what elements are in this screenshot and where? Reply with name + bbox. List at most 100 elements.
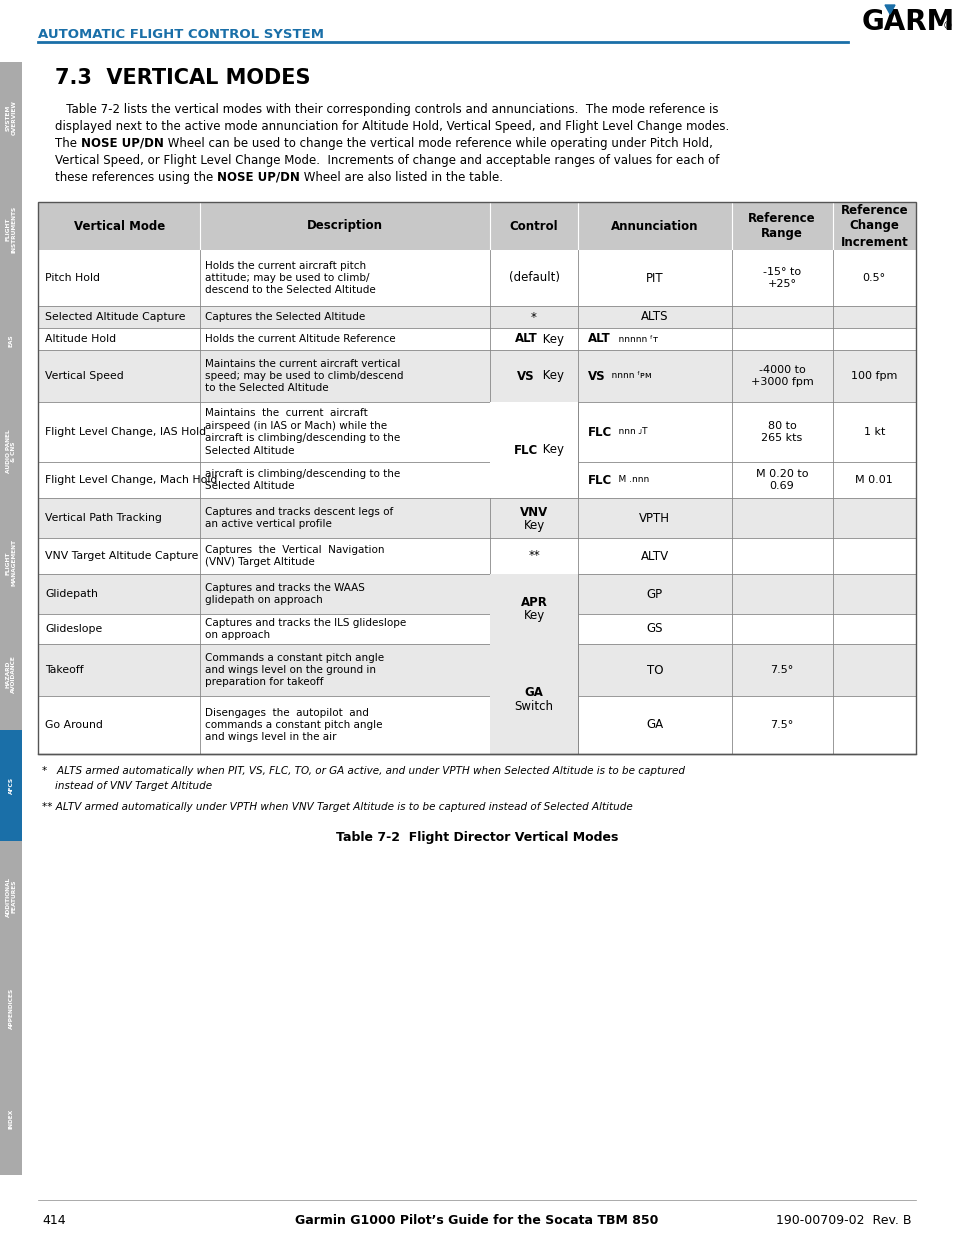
Bar bbox=[38, 249, 915, 306]
Text: VNV: VNV bbox=[519, 505, 548, 519]
Text: Captures and tracks the ILS glideslope
on approach: Captures and tracks the ILS glideslope o… bbox=[205, 618, 406, 640]
Text: -15° to
+25°: -15° to +25° bbox=[762, 267, 801, 289]
Bar bbox=[490, 574, 578, 643]
Text: Glidepath: Glidepath bbox=[45, 589, 98, 599]
Text: -4000 to
+3000 fpm: -4000 to +3000 fpm bbox=[750, 366, 813, 387]
Text: VPTH: VPTH bbox=[639, 511, 670, 525]
Text: TO: TO bbox=[646, 663, 662, 677]
Text: these references using the: these references using the bbox=[55, 170, 216, 184]
Text: 7.5°: 7.5° bbox=[770, 720, 793, 730]
Text: GP: GP bbox=[646, 588, 662, 600]
Text: Takeoff: Takeoff bbox=[45, 664, 84, 676]
Polygon shape bbox=[884, 5, 894, 14]
Text: Reference
Range: Reference Range bbox=[747, 211, 815, 241]
Text: Flight Level Change, Mach Hold: Flight Level Change, Mach Hold bbox=[45, 475, 217, 485]
Text: Key: Key bbox=[538, 332, 563, 346]
Text: Go Around: Go Around bbox=[45, 720, 103, 730]
Text: NOSE UP/DN: NOSE UP/DN bbox=[216, 170, 299, 184]
Text: ADDITIONAL
FEATURES: ADDITIONAL FEATURES bbox=[6, 877, 16, 916]
Bar bbox=[0, 62, 22, 173]
Text: Flight Level Change, IAS Hold: Flight Level Change, IAS Hold bbox=[45, 427, 206, 437]
Text: 0.5°: 0.5° bbox=[862, 273, 885, 283]
Bar bbox=[38, 203, 915, 755]
Text: EAS: EAS bbox=[9, 333, 13, 347]
Text: 100 fpm: 100 fpm bbox=[850, 370, 897, 382]
Bar bbox=[490, 403, 578, 498]
Text: ** ALTV armed automatically under VPTH when VNV Target Altitude is to be capture: ** ALTV armed automatically under VPTH w… bbox=[42, 802, 632, 811]
Bar bbox=[0, 284, 22, 396]
Text: 7.5°: 7.5° bbox=[770, 664, 793, 676]
Text: instead of VNV Target Altitude: instead of VNV Target Altitude bbox=[42, 781, 212, 790]
Text: ALTS: ALTS bbox=[640, 310, 668, 324]
Text: Switch: Switch bbox=[514, 699, 553, 713]
Text: Key: Key bbox=[523, 519, 544, 531]
Bar bbox=[38, 614, 915, 643]
Text: Garmin G1000 Pilot’s Guide for the Socata TBM 850: Garmin G1000 Pilot’s Guide for the Socat… bbox=[295, 1214, 658, 1226]
Bar bbox=[38, 306, 915, 329]
Text: Maintains  the  current  aircraft
airspeed (in IAS or Mach) while the
aircraft i: Maintains the current aircraft airspeed … bbox=[205, 409, 400, 456]
Bar bbox=[0, 1063, 22, 1174]
Text: FLIGHT
INSTRUMENTS: FLIGHT INSTRUMENTS bbox=[6, 205, 16, 252]
Text: displayed next to the active mode annunciation for Altitude Hold, Vertical Speed: displayed next to the active mode annunc… bbox=[55, 120, 728, 133]
Text: Wheel can be used to change the vertical mode reference while operating under Pi: Wheel can be used to change the vertical… bbox=[164, 137, 712, 149]
Text: Key: Key bbox=[538, 443, 563, 457]
Text: 7.3  VERTICAL MODES: 7.3 VERTICAL MODES bbox=[55, 68, 310, 88]
Bar bbox=[0, 508, 22, 619]
Bar bbox=[38, 574, 915, 614]
Bar bbox=[0, 730, 22, 841]
Text: PIT: PIT bbox=[645, 272, 663, 284]
Bar bbox=[38, 403, 915, 462]
Text: **: ** bbox=[528, 550, 539, 562]
Text: M .nnn: M .nnn bbox=[606, 475, 648, 484]
Bar bbox=[38, 697, 915, 755]
Text: *   ALTS armed automatically when PIT, VS, FLC, TO, or GA active, and under VPTH: * ALTS armed automatically when PIT, VS,… bbox=[42, 766, 684, 776]
Bar bbox=[38, 350, 915, 403]
Bar bbox=[490, 643, 578, 755]
Text: Table 7-2 lists the vertical modes with their corresponding controls and annunci: Table 7-2 lists the vertical modes with … bbox=[55, 103, 718, 116]
Bar bbox=[38, 538, 915, 574]
Text: Holds the current Altitude Reference: Holds the current Altitude Reference bbox=[205, 333, 395, 345]
Bar bbox=[38, 203, 915, 249]
Bar bbox=[0, 952, 22, 1063]
Text: M 0.01: M 0.01 bbox=[855, 475, 892, 485]
Text: Description: Description bbox=[307, 220, 383, 232]
Text: Vertical Speed, or Flight Level Change Mode.  Increments of change and acceptabl: Vertical Speed, or Flight Level Change M… bbox=[55, 154, 719, 167]
Text: NOSE UP/DN: NOSE UP/DN bbox=[81, 137, 164, 149]
Text: Vertical Path Tracking: Vertical Path Tracking bbox=[45, 513, 162, 522]
Text: Key: Key bbox=[523, 610, 544, 622]
Text: Glideslope: Glideslope bbox=[45, 624, 102, 634]
Text: AUDIO PANEL
& CNS: AUDIO PANEL & CNS bbox=[6, 430, 16, 473]
Text: aircraft is climbing/descending to the
Selected Altitude: aircraft is climbing/descending to the S… bbox=[205, 469, 400, 492]
Text: Captures  the  Vertical  Navigation
(VNV) Target Altitude: Captures the Vertical Navigation (VNV) T… bbox=[205, 545, 384, 567]
Text: APR: APR bbox=[520, 597, 547, 610]
Text: Annunciation: Annunciation bbox=[611, 220, 698, 232]
Text: Control: Control bbox=[509, 220, 558, 232]
Text: Selected Altitude Capture: Selected Altitude Capture bbox=[45, 312, 185, 322]
Text: (default): (default) bbox=[508, 272, 559, 284]
Text: Reference
Change
Increment: Reference Change Increment bbox=[840, 204, 907, 248]
Bar bbox=[0, 841, 22, 952]
Text: FLC: FLC bbox=[587, 426, 612, 438]
Bar bbox=[0, 173, 22, 284]
Text: GS: GS bbox=[646, 622, 662, 636]
Text: Altitude Hold: Altitude Hold bbox=[45, 333, 116, 345]
Text: *: * bbox=[531, 310, 537, 324]
Text: nnnn ᶠᴘᴍ: nnnn ᶠᴘᴍ bbox=[599, 372, 652, 380]
Text: Vertical Speed: Vertical Speed bbox=[45, 370, 124, 382]
Text: 190-00709-02  Rev. B: 190-00709-02 Rev. B bbox=[776, 1214, 911, 1226]
Text: INDEX: INDEX bbox=[9, 1109, 13, 1130]
Text: APPENDICES: APPENDICES bbox=[9, 988, 13, 1029]
Text: nnnnn ᶠᴛ: nnnnn ᶠᴛ bbox=[606, 335, 658, 343]
Text: Vertical Mode: Vertical Mode bbox=[73, 220, 165, 232]
Text: Key: Key bbox=[538, 369, 563, 383]
Text: HAZARD
AVOIDANCE: HAZARD AVOIDANCE bbox=[6, 656, 16, 693]
Text: Maintains the current aircraft vertical
speed; may be used to climb/descend
to t: Maintains the current aircraft vertical … bbox=[205, 358, 403, 394]
Bar bbox=[38, 462, 915, 498]
Text: VS: VS bbox=[587, 369, 605, 383]
Bar bbox=[0, 619, 22, 730]
Text: Holds the current aircraft pitch
attitude; may be used to climb/
descend to the : Holds the current aircraft pitch attitud… bbox=[205, 261, 375, 295]
Text: Captures and tracks the WAAS
glidepath on approach: Captures and tracks the WAAS glidepath o… bbox=[205, 583, 365, 605]
Text: VS: VS bbox=[517, 369, 535, 383]
Text: ALTV: ALTV bbox=[640, 550, 668, 562]
Text: Wheel are also listed in the table.: Wheel are also listed in the table. bbox=[299, 170, 502, 184]
